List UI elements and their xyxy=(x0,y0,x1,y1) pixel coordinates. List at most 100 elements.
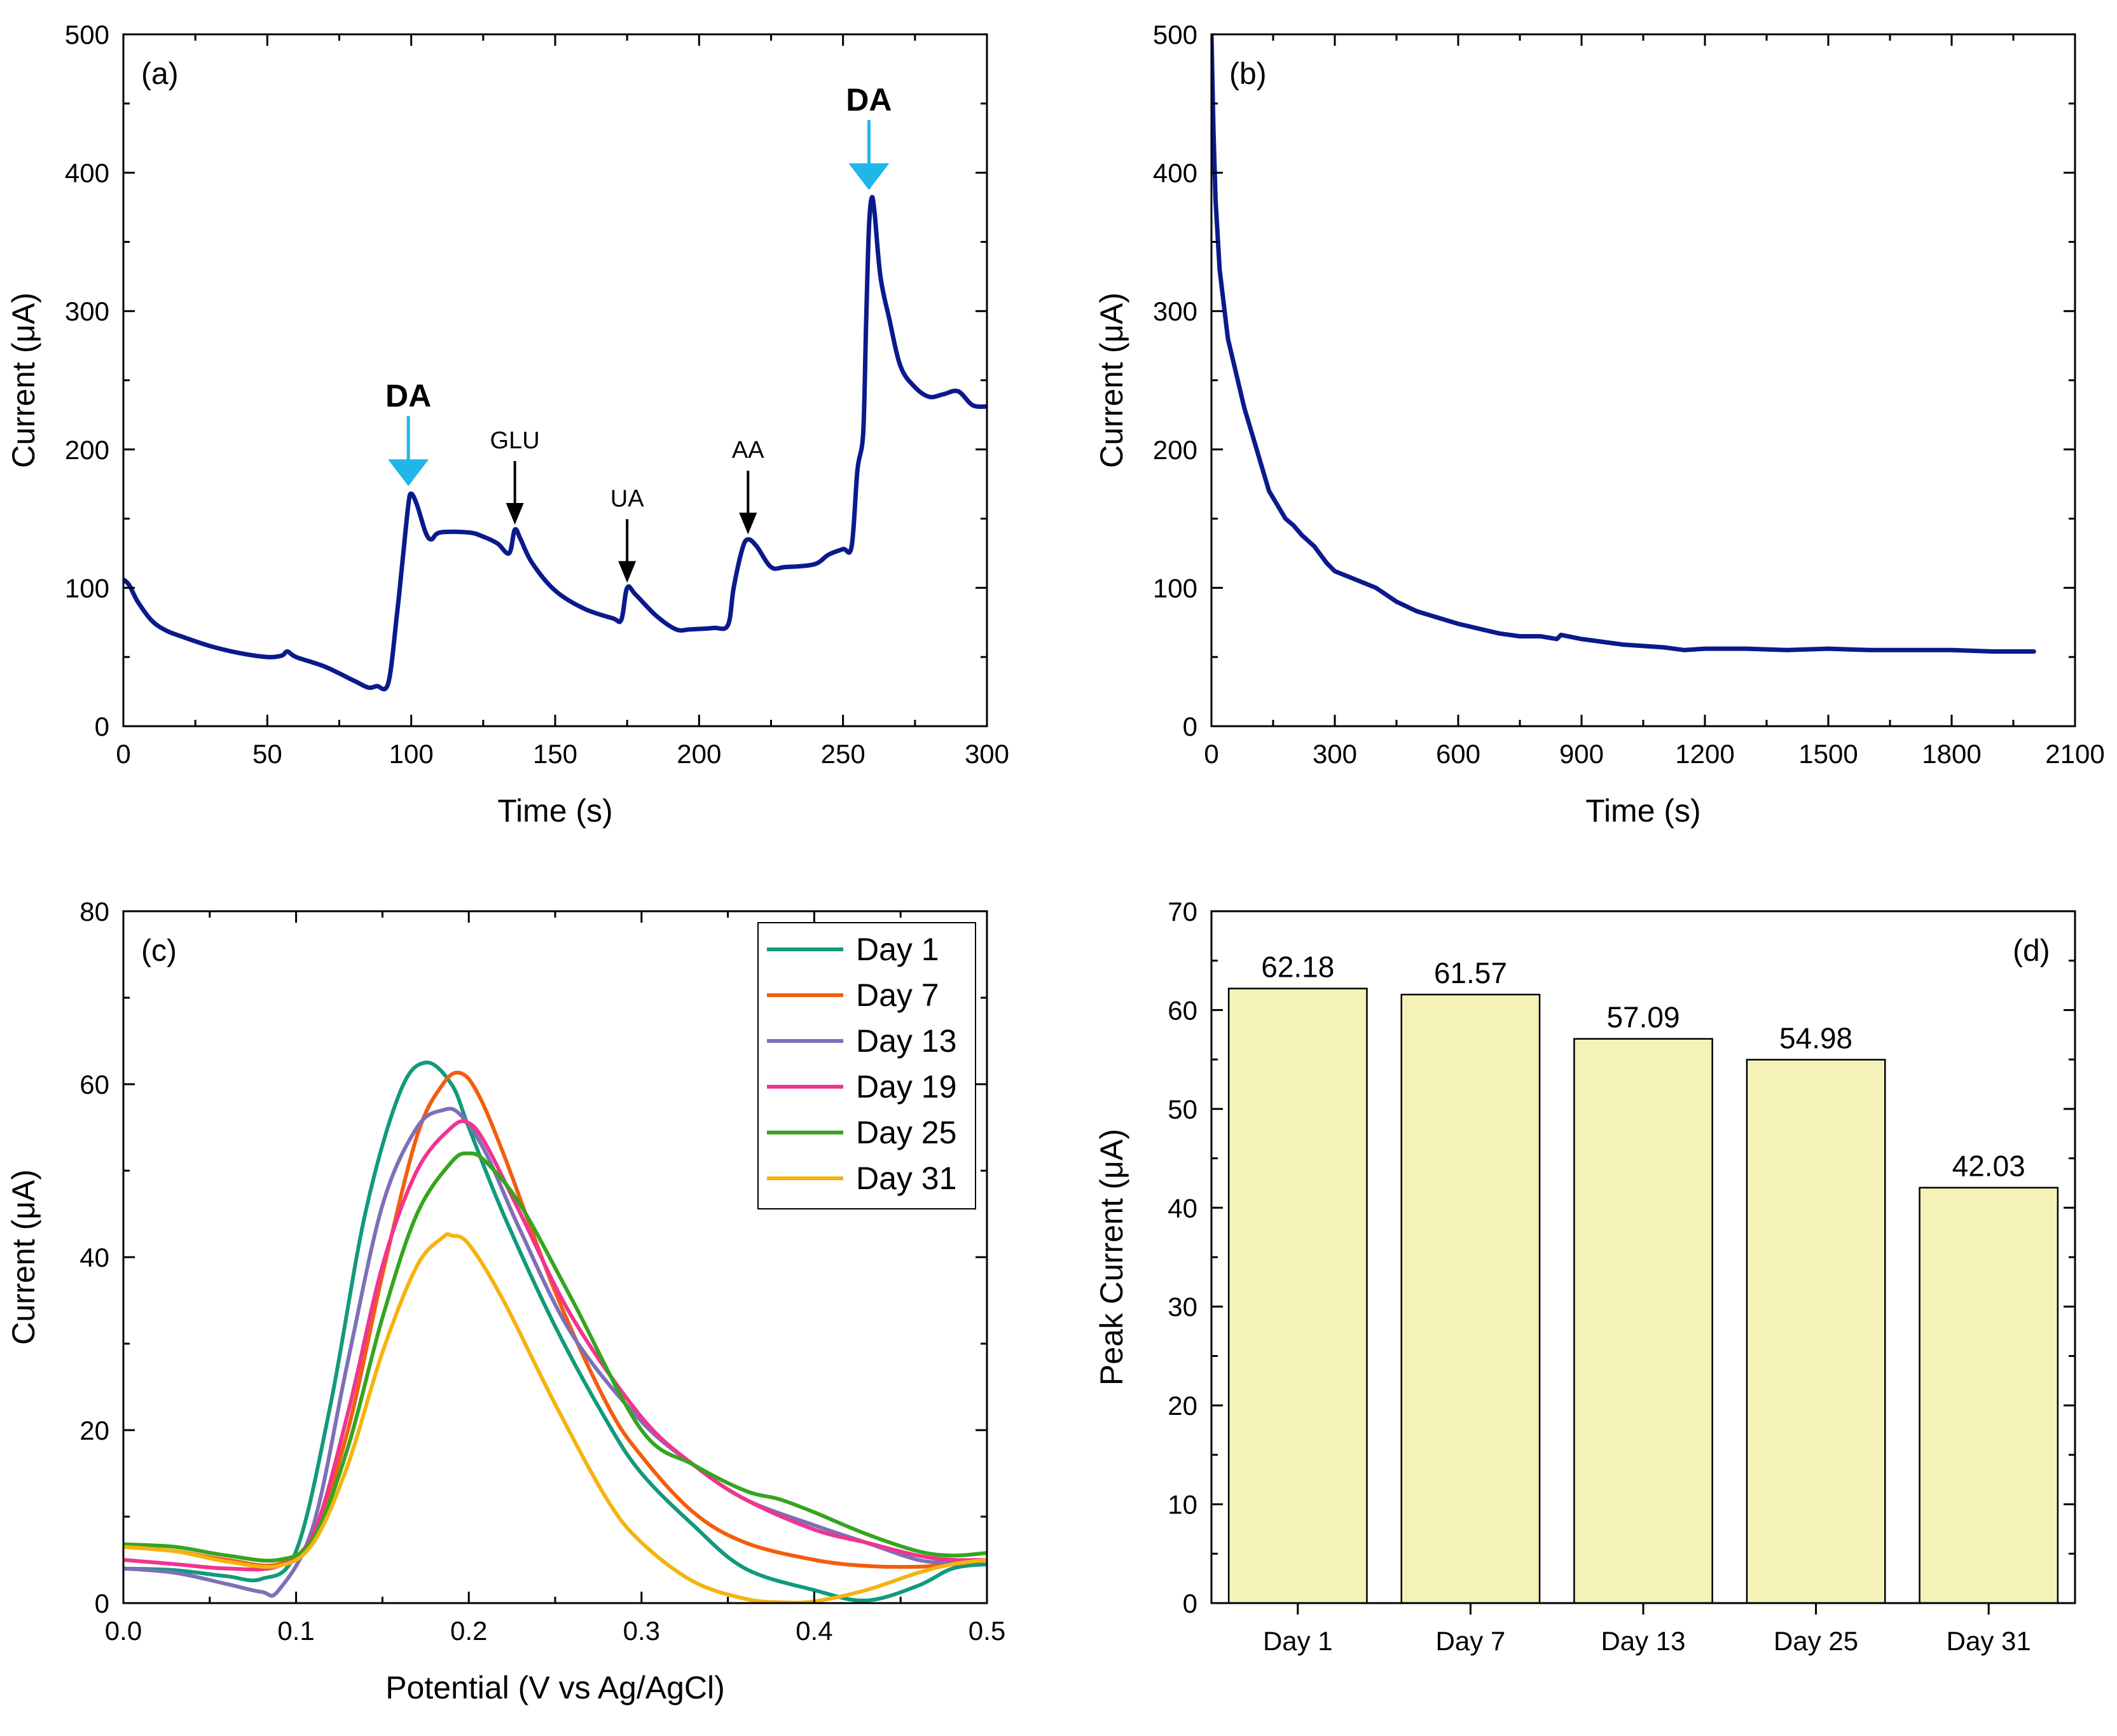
y-axis-title: Current (μA) xyxy=(1094,293,1129,468)
y-tick-label: 0 xyxy=(95,1588,109,1618)
y-tick-label: 400 xyxy=(65,158,109,188)
x-tick-label: 600 xyxy=(1436,739,1480,769)
x-tick-label: 0.0 xyxy=(105,1616,142,1646)
panel-label: (b) xyxy=(1229,57,1267,91)
panel-label: (c) xyxy=(141,934,177,968)
x-tick-label: Day 31 xyxy=(1947,1626,2031,1656)
series-line-amperometric-response xyxy=(123,195,987,692)
y-tick-label: 20 xyxy=(79,1416,109,1445)
bar xyxy=(1919,1187,2059,1604)
series-line-day-13 xyxy=(123,1106,987,1598)
y-tick-label: 30 xyxy=(1168,1292,1197,1322)
annotation-arrow-icon xyxy=(739,513,757,535)
y-tick-label: 100 xyxy=(1153,573,1197,603)
y-tick-label: 50 xyxy=(1168,1094,1197,1124)
x-tick-label: 0 xyxy=(116,739,130,769)
series-line-stability xyxy=(1211,34,2036,654)
panel-label: (a) xyxy=(141,57,179,91)
x-tick-label: 300 xyxy=(1313,739,1357,769)
plot-frame-a xyxy=(122,33,988,727)
y-tick-label: 200 xyxy=(65,435,109,465)
bar xyxy=(1746,1059,1886,1604)
y-tick-label: 100 xyxy=(65,573,109,603)
legend-label: Day 13 xyxy=(856,1023,956,1059)
x-tick-label: 0.3 xyxy=(623,1616,660,1646)
x-tick-label: 200 xyxy=(677,739,721,769)
bar-value-label: 57.09 xyxy=(1606,1001,1679,1034)
chart-panel-b: 0 100 200 300 400 500 Current (μA) 0 300 600 900 12… xyxy=(1094,20,2105,829)
legend-label: Day 1 xyxy=(856,932,939,967)
bar xyxy=(1573,1038,1713,1604)
y-tick-label: 300 xyxy=(65,296,109,326)
chart-panel-a: 0 100 200 300 400 500 Current (μA) 0 50 100 150 200… xyxy=(6,20,1009,829)
x-axis-title: Time (s) xyxy=(1585,793,1700,829)
x-tick-label: Day 25 xyxy=(1774,1626,1858,1656)
bar xyxy=(1227,988,1368,1604)
x-tick-label: 150 xyxy=(533,739,577,769)
bar xyxy=(1400,993,1541,1604)
annotation-label-da: DA xyxy=(385,378,431,413)
chart-panel-c: 0 20 40 60 80 Current (μA) 0.0 0.1 0.2 0.3 0.4 0.5 P… xyxy=(6,897,1005,1705)
legend-box xyxy=(757,922,976,1209)
x-tick-label: Day 7 xyxy=(1436,1626,1506,1656)
x-tick-label: 1200 xyxy=(1675,739,1734,769)
y-tick-label: 20 xyxy=(1168,1391,1197,1421)
annotation-arrow-icon xyxy=(848,163,890,190)
series-line-day-25 xyxy=(123,1151,987,1563)
legend: Day 1 Day 7 Day 13 Day 19 Day 25 Day 31 xyxy=(757,922,976,1209)
x-tick-label: 100 xyxy=(389,739,434,769)
panel-label: (d) xyxy=(2013,934,2050,968)
y-axis-title: Current (μA) xyxy=(6,293,41,468)
annotation-arrow-icon xyxy=(506,503,524,525)
y-tick-label: 200 xyxy=(1153,435,1197,465)
annotation-label-ua: UA xyxy=(610,485,644,512)
legend-label: Day 7 xyxy=(856,977,939,1013)
x-tick-label: 0.1 xyxy=(277,1616,314,1646)
legend-label: Day 31 xyxy=(856,1161,956,1196)
y-tick-label: 0 xyxy=(95,712,109,741)
legend-label: Day 19 xyxy=(856,1069,956,1105)
x-tick-label: 1800 xyxy=(1922,739,1981,769)
y-tick-label: 60 xyxy=(1168,995,1197,1025)
y-axis-title: Current (μA) xyxy=(6,1169,41,1345)
y-tick-label: 400 xyxy=(1153,158,1197,188)
bar-value-label: 54.98 xyxy=(1779,1021,1852,1054)
y-tick-label: 0 xyxy=(1183,1588,1197,1618)
y-tick-label: 500 xyxy=(1153,20,1197,50)
bar-value-label: 42.03 xyxy=(1952,1150,2025,1183)
x-tick-label: 250 xyxy=(821,739,865,769)
x-tick-label: Day 1 xyxy=(1263,1626,1333,1656)
y-tick-label: 300 xyxy=(1153,296,1197,326)
x-tick-label: 300 xyxy=(965,739,1009,769)
y-tick-label: 40 xyxy=(1168,1193,1197,1223)
x-tick-label: 0.2 xyxy=(450,1616,487,1646)
y-tick-label: 10 xyxy=(1168,1490,1197,1520)
y-tick-label: 500 xyxy=(65,20,109,50)
y-tick-label: 80 xyxy=(79,897,109,927)
plot-frame-b xyxy=(1210,33,2076,727)
x-tick-label: 0.5 xyxy=(969,1616,1005,1646)
annotation-arrow-icon xyxy=(618,561,637,583)
annotation-label-da: DA xyxy=(846,82,892,118)
annotation-label-glu: GLU xyxy=(490,427,540,454)
legend-label: Day 25 xyxy=(856,1115,956,1150)
series-line-day-1 xyxy=(123,1060,987,1602)
bar-value-label: 62.18 xyxy=(1261,951,1334,984)
y-axis-title: Peak Current (μA) xyxy=(1094,1129,1129,1386)
x-tick-label: Day 13 xyxy=(1601,1626,1685,1656)
x-axis-title: Potential (V vs Ag/AgCl) xyxy=(385,1670,725,1705)
annotation-arrow-icon xyxy=(388,459,429,486)
x-tick-label: 0 xyxy=(1204,739,1218,769)
y-tick-label: 0 xyxy=(1183,712,1197,741)
chart-panel-d: 62.18 Day 1 61.57 Day 7 57.09 Day 13 54.98 Day … xyxy=(1094,897,2076,1656)
x-axis-title: Time (s) xyxy=(497,793,612,829)
bar-value-label: 61.57 xyxy=(1434,956,1507,989)
x-tick-label: 2100 xyxy=(2045,739,2104,769)
x-tick-label: 50 xyxy=(252,739,282,769)
x-tick-label: 1500 xyxy=(1798,739,1858,769)
x-tick-label: 0.4 xyxy=(796,1616,832,1646)
y-tick-label: 60 xyxy=(79,1070,109,1099)
y-tick-label: 70 xyxy=(1168,897,1197,927)
x-tick-label: 900 xyxy=(1559,739,1604,769)
